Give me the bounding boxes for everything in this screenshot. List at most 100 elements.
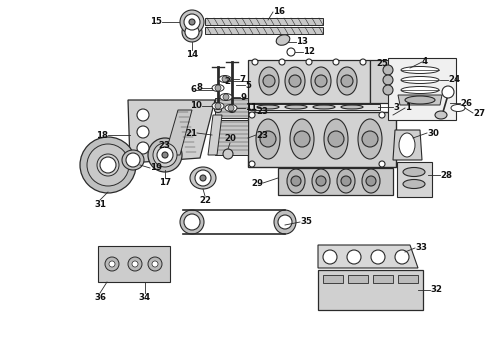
Text: 9: 9 — [240, 93, 246, 102]
Text: 31: 31 — [94, 200, 106, 209]
Text: 14: 14 — [186, 50, 198, 59]
Ellipse shape — [312, 169, 330, 193]
Text: 12: 12 — [303, 48, 315, 57]
Ellipse shape — [225, 104, 237, 112]
Circle shape — [347, 250, 361, 264]
Text: 34: 34 — [139, 293, 151, 302]
Ellipse shape — [180, 210, 204, 234]
Text: 2: 2 — [224, 77, 230, 85]
Circle shape — [222, 76, 228, 82]
Circle shape — [137, 109, 149, 121]
Text: 15: 15 — [150, 18, 162, 27]
Polygon shape — [128, 100, 215, 163]
Circle shape — [383, 75, 393, 85]
Circle shape — [328, 131, 344, 147]
Circle shape — [279, 59, 285, 65]
Bar — [388, 58, 456, 120]
Circle shape — [184, 14, 200, 30]
Bar — [348, 275, 368, 283]
Bar — [373, 275, 393, 283]
Circle shape — [249, 112, 255, 118]
Text: 23: 23 — [256, 108, 268, 117]
Circle shape — [195, 170, 211, 186]
Text: 13: 13 — [296, 37, 308, 46]
Circle shape — [252, 59, 258, 65]
Circle shape — [316, 176, 326, 186]
Ellipse shape — [80, 137, 136, 193]
Circle shape — [152, 261, 158, 267]
Circle shape — [228, 105, 234, 111]
Circle shape — [287, 48, 295, 56]
Text: 30: 30 — [427, 129, 439, 138]
Circle shape — [341, 75, 353, 87]
Ellipse shape — [212, 103, 224, 109]
Circle shape — [263, 75, 275, 87]
Ellipse shape — [220, 94, 232, 100]
Ellipse shape — [313, 105, 335, 109]
Polygon shape — [98, 246, 170, 282]
Circle shape — [366, 176, 376, 186]
Text: 25: 25 — [376, 58, 388, 68]
Ellipse shape — [401, 86, 439, 94]
Ellipse shape — [405, 96, 435, 104]
Bar — [398, 275, 418, 283]
Circle shape — [200, 175, 206, 181]
Circle shape — [383, 65, 393, 75]
Ellipse shape — [403, 180, 425, 189]
Text: 5: 5 — [245, 81, 251, 90]
Ellipse shape — [180, 10, 204, 34]
Text: 22: 22 — [199, 196, 211, 205]
Bar — [278, 168, 393, 195]
Ellipse shape — [358, 119, 382, 159]
Circle shape — [362, 131, 378, 147]
Ellipse shape — [337, 67, 357, 95]
Circle shape — [395, 250, 409, 264]
Circle shape — [128, 257, 142, 271]
Ellipse shape — [287, 169, 305, 193]
Text: 32: 32 — [430, 285, 442, 294]
Text: 8: 8 — [196, 84, 202, 93]
Ellipse shape — [341, 105, 363, 109]
Text: 21: 21 — [185, 129, 197, 138]
Text: 29: 29 — [251, 179, 263, 188]
Circle shape — [184, 214, 200, 230]
Text: 17: 17 — [159, 178, 171, 187]
Circle shape — [215, 103, 221, 109]
Text: 26: 26 — [460, 99, 472, 108]
Text: 18: 18 — [96, 130, 108, 139]
Text: 23: 23 — [256, 130, 268, 139]
Ellipse shape — [219, 76, 231, 82]
Ellipse shape — [290, 119, 314, 159]
Text: 1: 1 — [405, 104, 411, 112]
Circle shape — [333, 59, 339, 65]
Ellipse shape — [285, 105, 307, 109]
Circle shape — [249, 161, 255, 167]
Circle shape — [289, 75, 301, 87]
Text: 27: 27 — [473, 108, 485, 117]
Polygon shape — [215, 98, 248, 118]
Circle shape — [105, 257, 119, 271]
Bar — [318, 270, 423, 310]
Text: 19: 19 — [150, 163, 162, 172]
Circle shape — [360, 59, 366, 65]
Circle shape — [109, 261, 115, 267]
Text: 24: 24 — [448, 76, 460, 85]
Ellipse shape — [215, 108, 221, 112]
Circle shape — [189, 19, 195, 25]
Ellipse shape — [228, 108, 236, 112]
Ellipse shape — [97, 154, 119, 176]
Circle shape — [383, 85, 393, 95]
Circle shape — [157, 147, 173, 163]
Ellipse shape — [401, 67, 439, 73]
Text: 20: 20 — [224, 134, 236, 143]
Circle shape — [294, 131, 310, 147]
Text: 7: 7 — [239, 75, 245, 84]
Ellipse shape — [362, 169, 380, 193]
Bar — [248, 112, 396, 167]
Bar — [397, 162, 432, 197]
Circle shape — [315, 75, 327, 87]
Ellipse shape — [274, 210, 296, 234]
Bar — [248, 60, 370, 103]
Text: 3: 3 — [393, 103, 399, 112]
Circle shape — [132, 261, 138, 267]
